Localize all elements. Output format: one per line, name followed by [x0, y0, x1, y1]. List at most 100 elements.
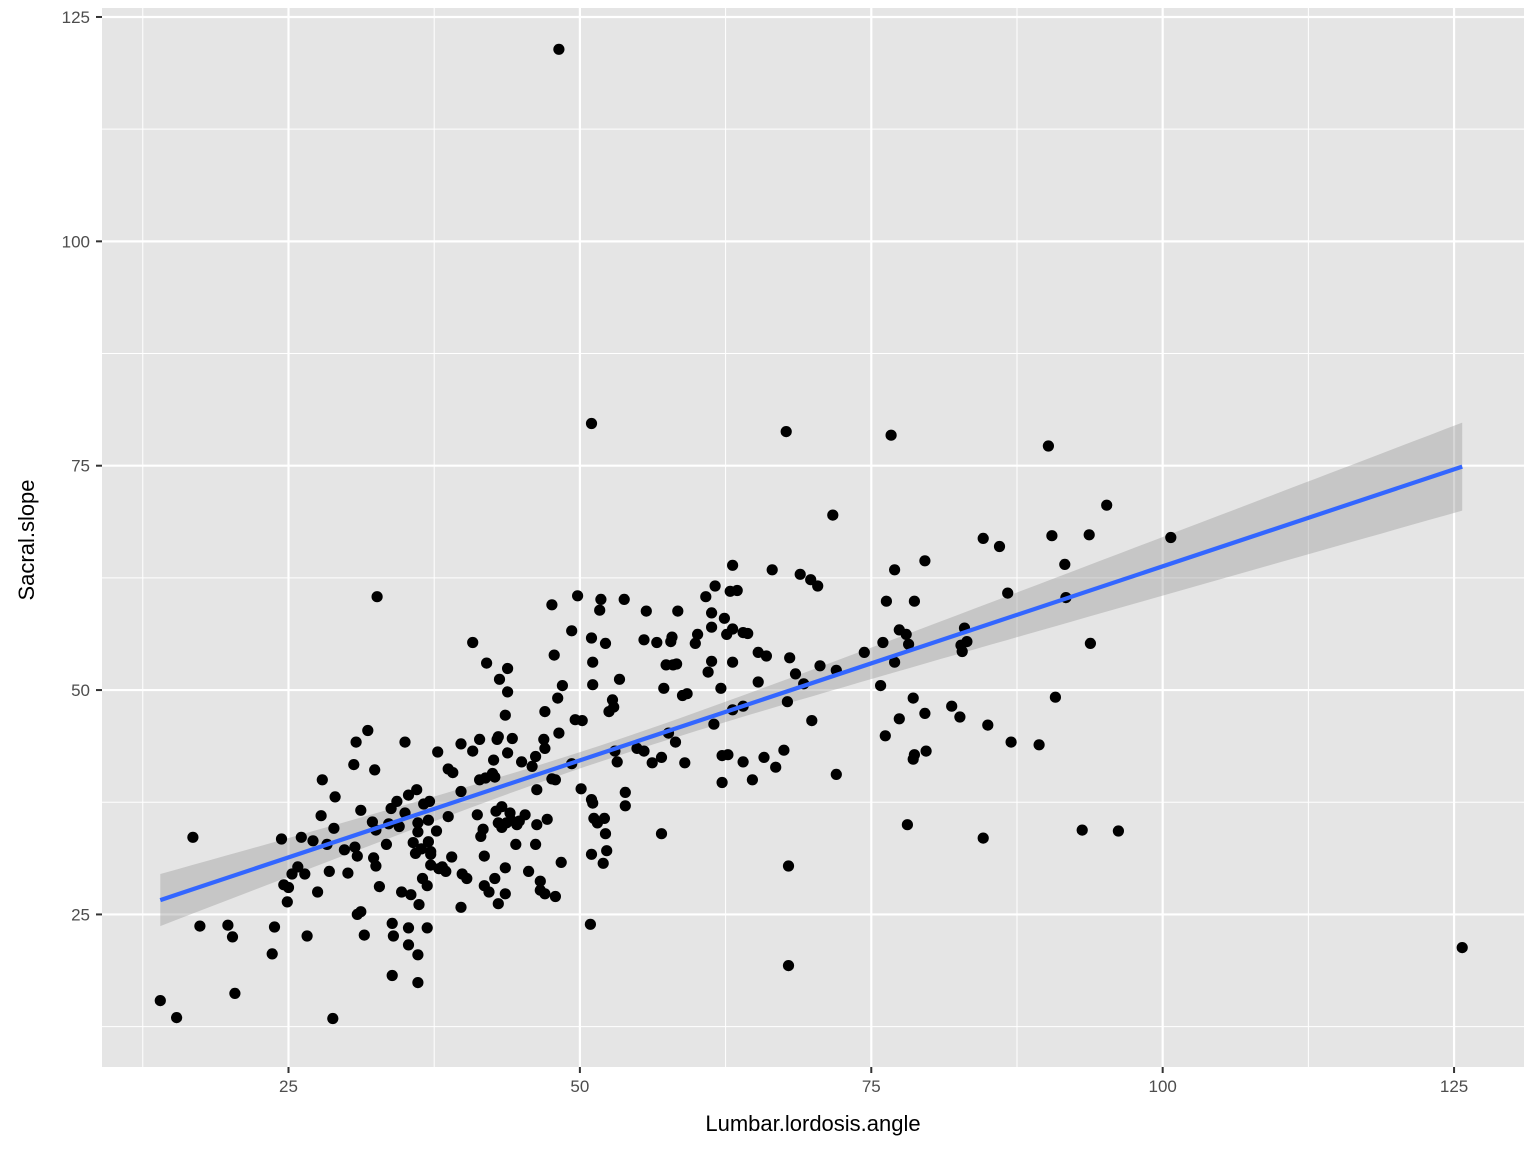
- data-point: [789, 668, 802, 680]
- data-point: [692, 628, 704, 641]
- data-point: [286, 868, 298, 880]
- data-point: [387, 930, 399, 942]
- data-point: [409, 847, 422, 860]
- data-point: [708, 718, 720, 730]
- data-point: [323, 865, 335, 878]
- data-point: [405, 889, 417, 901]
- data-point: [418, 798, 430, 810]
- data-point: [316, 774, 328, 786]
- data-point: [295, 831, 307, 843]
- data-point: [877, 636, 889, 649]
- y-tick-label: 100: [62, 232, 90, 251]
- data-point: [585, 848, 598, 860]
- data-point: [523, 865, 535, 878]
- data-point: [613, 673, 626, 685]
- data-point: [594, 604, 606, 616]
- data-point: [760, 650, 773, 662]
- data-point: [716, 776, 728, 789]
- data-point: [556, 680, 569, 692]
- data-point: [422, 814, 434, 826]
- y-tick-label: 75: [71, 457, 90, 476]
- data-point: [900, 628, 912, 641]
- data-point: [541, 813, 553, 825]
- data-point: [954, 711, 966, 723]
- data-point: [812, 580, 824, 592]
- data-point: [342, 867, 354, 879]
- data-point: [1083, 529, 1095, 541]
- data-point: [275, 833, 288, 845]
- data-point: [549, 890, 562, 903]
- data-point: [281, 896, 293, 908]
- data-point: [488, 754, 500, 766]
- data-point: [858, 646, 870, 659]
- data-point: [907, 692, 919, 704]
- data-point: [993, 540, 1006, 553]
- data-point: [827, 509, 839, 521]
- data-point: [611, 756, 623, 768]
- x-tick-label: 125: [1440, 1077, 1468, 1096]
- data-point: [539, 888, 551, 900]
- data-point: [350, 736, 362, 748]
- data-point: [780, 426, 792, 438]
- data-point: [727, 623, 739, 635]
- data-point: [1076, 824, 1088, 836]
- data-point: [782, 860, 795, 872]
- data-point: [672, 605, 684, 617]
- data-point: [467, 636, 479, 649]
- data-point: [1046, 530, 1058, 542]
- data-point: [338, 844, 350, 856]
- data-point: [229, 987, 241, 1000]
- data-point: [492, 898, 504, 910]
- data-point: [553, 43, 565, 55]
- data-point: [587, 797, 599, 809]
- data-point: [1084, 637, 1096, 650]
- data-point: [671, 658, 683, 670]
- x-axis-title: Lumbar.lordosis.angle: [705, 1111, 920, 1136]
- data-point: [718, 612, 731, 624]
- data-point: [502, 686, 514, 698]
- data-point: [455, 738, 467, 750]
- data-point: [154, 995, 166, 1007]
- data-point: [421, 922, 433, 934]
- confidence-band: [160, 422, 1463, 927]
- data-point: [496, 821, 508, 834]
- data-point: [603, 706, 615, 718]
- data-point: [595, 593, 607, 606]
- data-point: [349, 841, 361, 853]
- data-point: [402, 789, 415, 801]
- data-point: [655, 828, 668, 840]
- data-point: [814, 660, 826, 672]
- data-point: [421, 880, 433, 892]
- data-point: [638, 745, 650, 757]
- data-point: [380, 838, 392, 851]
- data-point: [655, 751, 668, 764]
- data-point: [499, 709, 511, 721]
- data-point: [489, 771, 501, 783]
- data-point: [358, 929, 370, 941]
- y-tick-label: 125: [62, 8, 90, 27]
- data-point: [709, 580, 721, 592]
- data-point: [1049, 691, 1061, 703]
- data-point: [702, 666, 714, 678]
- data-point: [679, 757, 691, 769]
- data-point: [727, 559, 739, 571]
- data-point: [599, 828, 612, 840]
- data-point: [530, 750, 542, 763]
- data-point: [187, 831, 199, 843]
- data-point: [727, 656, 739, 668]
- data-point: [919, 555, 931, 567]
- data-point: [706, 621, 718, 633]
- data-point: [806, 715, 818, 727]
- data-point: [638, 634, 650, 646]
- data-point: [471, 809, 483, 821]
- data-point: [1112, 825, 1124, 837]
- data-point: [778, 744, 790, 756]
- data-point: [413, 899, 425, 911]
- data-point: [977, 532, 989, 545]
- data-point: [722, 749, 734, 761]
- data-point: [619, 800, 631, 812]
- data-point: [538, 733, 550, 746]
- data-point: [1002, 587, 1014, 599]
- y-tick-label: 50: [71, 681, 90, 700]
